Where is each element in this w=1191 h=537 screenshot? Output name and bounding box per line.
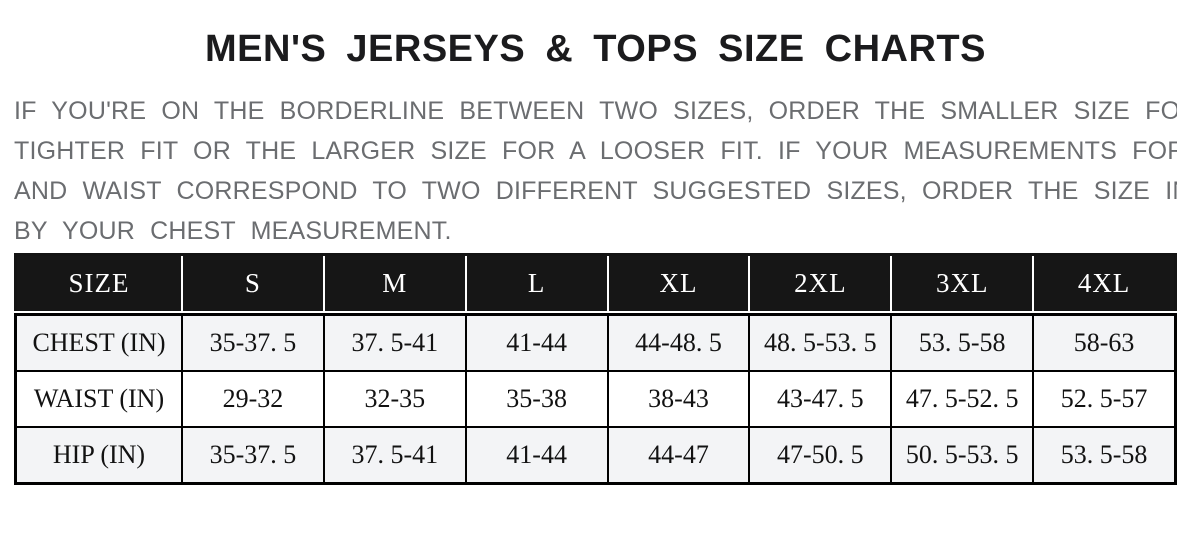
size-chart-table: SIZE S M L XL 2XL 3XL 4XL CHEST (IN) 35-… [14,253,1177,485]
cell-waist-l: 35-38 [466,372,607,426]
cell-waist-s: 29-32 [183,372,323,426]
column-header-m: M [324,256,465,311]
intro-line-3: AND WAIST CORRESPOND TO TWO DIFFERENT SU… [14,177,1177,205]
size-chart-header-row: SIZE S M L XL 2XL 3XL 4XL [14,253,1177,311]
page-title: MEN'S JERSEYS & TOPS SIZE CHARTS [205,28,986,70]
cell-hip-l: 41-44 [466,428,607,482]
cell-chest-3xl: 53. 5-58 [892,316,1033,370]
cell-hip-2xl: 47-50. 5 [750,428,891,482]
cell-hip-xl: 44-47 [608,428,749,482]
column-header-3xl: 3XL [892,256,1033,311]
cell-chest-2xl: 48. 5-53. 5 [750,316,891,370]
size-chart-body: CHEST (IN) 35-37. 5 37. 5-41 41-44 44-48… [14,313,1177,485]
column-header-s: S [183,256,323,311]
cell-waist-4xl: 52. 5-57 [1034,372,1174,426]
intro-paragraph: IF YOU'RE ON THE BORDERLINE BETWEEN TWO … [14,91,1177,251]
cell-waist-3xl: 47. 5-52. 5 [892,372,1033,426]
column-header-2xl: 2XL [750,256,891,311]
cell-hip-4xl: 53. 5-58 [1034,428,1174,482]
row-label-hip: HIP (IN) [17,428,181,482]
cell-hip-s: 35-37. 5 [183,428,323,482]
cell-chest-xl: 44-48. 5 [608,316,749,370]
column-header-xl: XL [608,256,749,311]
cell-waist-2xl: 43-47. 5 [750,372,891,426]
column-header-4xl: 4XL [1034,256,1174,311]
intro-line-2: TIGHTER FIT OR THE LARGER SIZE FOR A LOO… [14,137,1177,165]
cell-hip-m: 37. 5-41 [324,428,465,482]
cell-waist-m: 32-35 [324,372,465,426]
cell-chest-m: 37. 5-41 [324,316,465,370]
intro-line-4: BY YOUR CHEST MEASUREMENT. [14,217,452,245]
intro-line-1: IF YOU'RE ON THE BORDERLINE BETWEEN TWO … [14,97,1177,125]
cell-chest-s: 35-37. 5 [183,316,323,370]
cell-waist-xl: 38-43 [608,372,749,426]
column-header-size: SIZE [17,256,181,311]
row-label-waist: WAIST (IN) [17,372,181,426]
cell-chest-4xl: 58-63 [1034,316,1174,370]
column-header-l: L [466,256,607,311]
cell-hip-3xl: 50. 5-53. 5 [892,428,1033,482]
row-label-chest: CHEST (IN) [17,316,181,370]
cell-chest-l: 41-44 [466,316,607,370]
